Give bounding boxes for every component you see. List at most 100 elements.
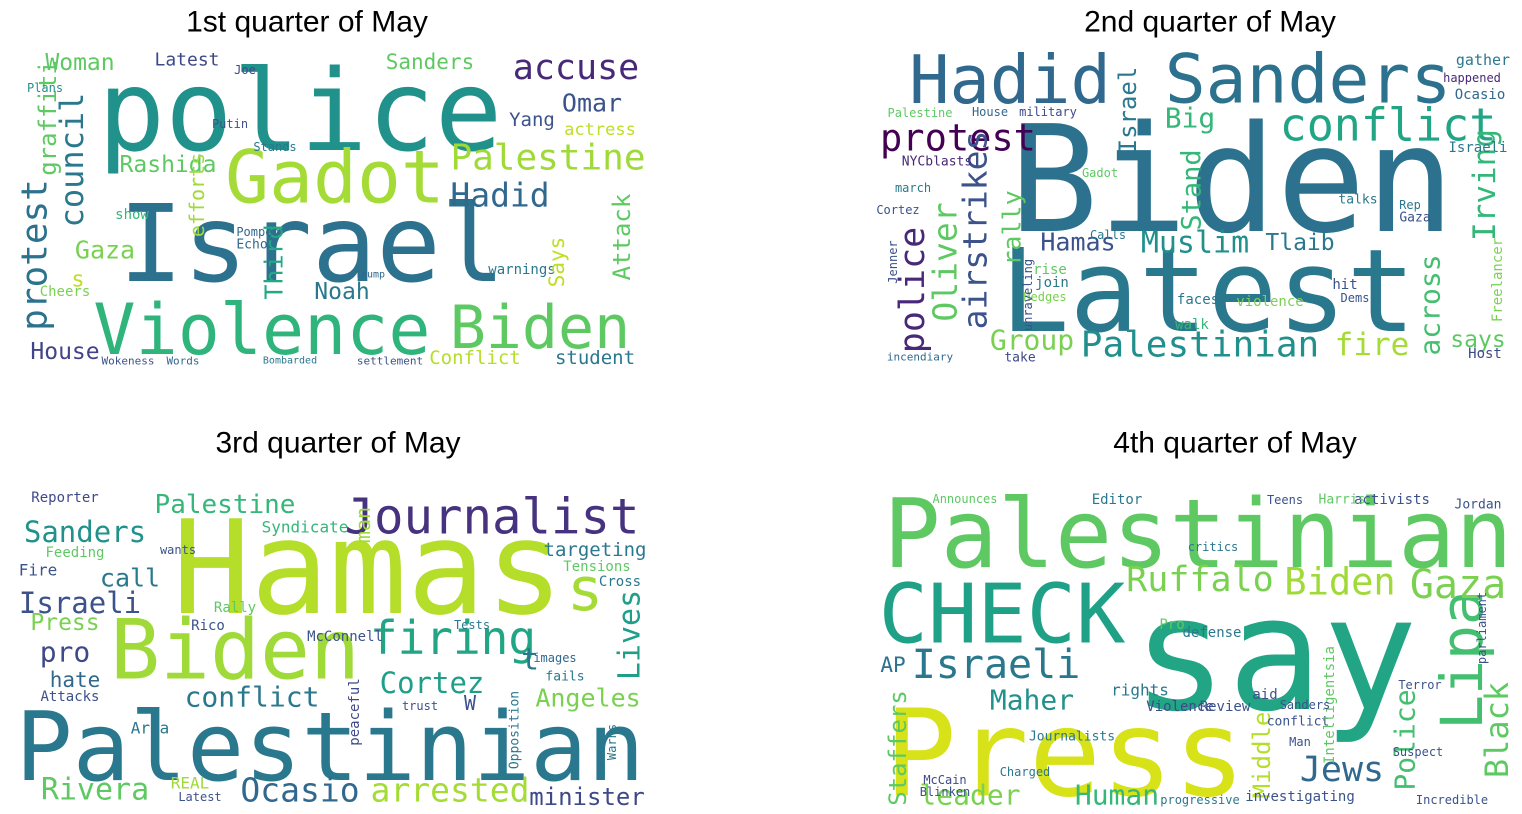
word: Ocasio (240, 771, 359, 810)
word: s (71, 268, 84, 293)
word: unraveling (1021, 259, 1035, 331)
word: trust (402, 699, 438, 713)
word: Sanders (386, 50, 475, 74)
word: parliament (1475, 592, 1489, 664)
word: hate (50, 668, 101, 692)
word: walk (1175, 317, 1209, 333)
word: actress (564, 120, 636, 140)
word: leader (919, 779, 1020, 812)
word: Pompeo (236, 225, 279, 239)
word: McCain (923, 773, 966, 787)
word: minister (529, 783, 645, 811)
word: rally (998, 190, 1027, 265)
word: rise (1033, 262, 1067, 278)
word: aid (1252, 687, 1277, 703)
word: Harris (1319, 493, 1366, 508)
word: Biden (1009, 94, 1455, 266)
word: Lives (613, 590, 648, 680)
word: Gadot (1082, 166, 1118, 180)
word: Lipa (1428, 590, 1496, 730)
word: accuse (513, 48, 639, 88)
word: Third (260, 224, 289, 299)
word: Calls (1090, 228, 1126, 242)
word: Israeli (912, 642, 1081, 688)
word: Words (166, 355, 199, 368)
word: student (555, 347, 635, 369)
word: Sanders (1165, 41, 1452, 120)
word: Journalist (344, 489, 639, 546)
word: Conflict (429, 347, 521, 369)
word: Angeles (535, 684, 640, 713)
word: Cheers (40, 284, 91, 300)
word: Rico (191, 618, 225, 634)
word: Rivera (41, 773, 149, 808)
word: Stand (1177, 149, 1208, 230)
word: Cortez (380, 666, 485, 700)
word: Cross (599, 574, 641, 590)
word: rights (1111, 681, 1169, 700)
word: Jordan (1455, 498, 1502, 513)
word: Violence (93, 289, 430, 371)
word: Woman (45, 50, 114, 76)
word: Tlaib (1265, 230, 1334, 256)
word: protest (15, 179, 56, 331)
word: Wokeness (102, 355, 155, 368)
word: Palestine (155, 490, 296, 520)
word: Press (30, 610, 99, 636)
word: show (115, 207, 149, 223)
word: arrested (371, 771, 530, 810)
word: investigating (1245, 789, 1355, 805)
word: violence (1236, 294, 1303, 310)
word: police (893, 227, 933, 353)
word: Gaza (1410, 562, 1506, 608)
word: Human (1075, 779, 1159, 812)
word: conflict (185, 681, 320, 714)
word: progressive (1160, 793, 1239, 807)
word: House (972, 105, 1008, 119)
word: Big (1165, 102, 1216, 135)
word: Fire (19, 561, 58, 580)
word: Israeli (19, 586, 141, 620)
word: protest (880, 117, 1036, 160)
word: Rally (214, 600, 256, 616)
word: across (1414, 254, 1447, 355)
word: s (567, 555, 603, 625)
word: Biden (1284, 561, 1395, 604)
word: gather (1456, 51, 1510, 69)
word: Echo (236, 238, 267, 253)
word: Feeding (45, 545, 104, 561)
word: Sanders (1280, 698, 1331, 712)
word: critics (1188, 540, 1239, 554)
word: Latest (178, 790, 221, 804)
word: Middle (1248, 712, 1276, 799)
word: fails (545, 670, 584, 685)
word: Editor (1092, 492, 1143, 508)
word: Omar (562, 89, 622, 118)
word: Yang (509, 109, 555, 131)
word: Palestinian (883, 480, 1512, 590)
word: activists (1354, 492, 1430, 508)
word: talks (1338, 193, 1377, 208)
word: airstrikes (956, 131, 995, 330)
word: Attack (608, 193, 636, 280)
word: Gadot (225, 136, 445, 221)
chart-title: 4th quarter of May (1113, 427, 1356, 460)
word: Irving (1467, 129, 1503, 241)
word: Review (1200, 699, 1251, 715)
word: settlement (357, 355, 423, 368)
word: Rashida (120, 152, 217, 178)
word: Incredible (1416, 793, 1488, 807)
word: Group (990, 324, 1074, 357)
word: happened (1443, 71, 1501, 85)
word: says (1450, 327, 1505, 353)
word: say (1132, 563, 1417, 747)
word: Gaza (75, 236, 135, 265)
word: Jenner (886, 240, 900, 283)
word: Hedges (1023, 290, 1066, 304)
word: council (53, 93, 91, 228)
word: Tests (454, 618, 490, 632)
word: Cortez (876, 203, 919, 217)
word: Terror (1398, 678, 1441, 692)
word: Palestine (450, 138, 645, 179)
